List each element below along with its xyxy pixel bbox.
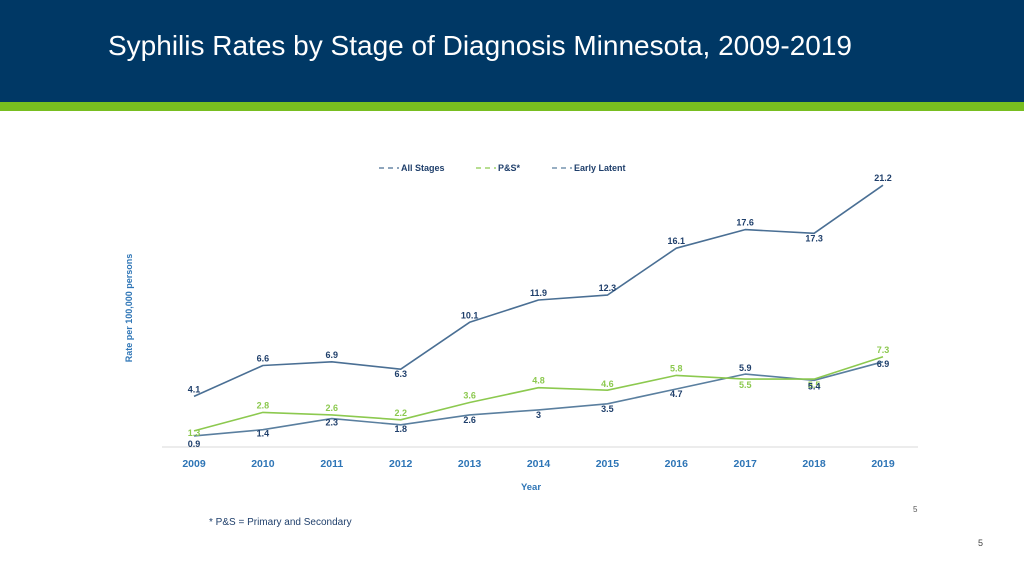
x-tick-label-2019: 2019 [871,458,895,470]
data-label-0-2010: 6.6 [257,353,270,363]
x-tick-label-2013: 2013 [458,458,482,470]
data-label-0-2015: 12.3 [599,283,617,293]
data-label-0-2017: 17.6 [736,218,754,228]
x-tick-label-2015: 2015 [596,458,620,470]
data-label-2-2012: 1.8 [394,424,407,434]
x-axis-title: Year [521,482,541,493]
x-tick-label-2010: 2010 [251,458,275,470]
series-line-0 [193,184,884,398]
data-label-2-2017: 5.9 [739,363,752,373]
source-mark: 5 [913,505,918,514]
legend-label-1: P&S* [498,163,521,173]
page-title: Syphilis Rates by Stage of Diagnosis Min… [108,30,852,61]
x-tick-label-2011: 2011 [320,458,343,470]
footnote: * P&S = Primary and Secondary [209,517,352,528]
data-label-2-2013: 2.6 [463,415,476,425]
x-tick-label-2009: 2009 [182,458,206,470]
data-label-1-2012: 2.2 [394,408,407,418]
x-tick-label-2012: 2012 [389,458,413,470]
data-label-2-2014: 3 [536,410,541,420]
data-label-2-2019: 6.9 [877,359,890,369]
data-label-2-2018: 5.4 [808,381,821,391]
data-label-1-2010: 2.8 [257,400,270,410]
data-label-2-2010: 1.4 [257,429,270,439]
data-label-1-2011: 2.6 [326,403,339,413]
accent-bar [0,102,1024,111]
data-label-0-2012: 6.3 [394,369,407,379]
data-label-2-2016: 4.7 [670,389,683,399]
y-axis-title: Rate per 100,000 persons [124,254,134,363]
x-tick-label-2014: 2014 [527,458,551,470]
data-label-1-2015: 4.6 [601,379,614,389]
data-label-0-2016: 16.1 [668,236,686,246]
x-tick-label-2016: 2016 [665,458,689,470]
data-label-1-2019: 7.3 [877,345,890,355]
data-label-1-2016: 5.8 [670,363,683,373]
series-line-2 [193,361,884,437]
page-number: 5 [978,538,984,548]
header-bar: Syphilis Rates by Stage of Diagnosis Min… [0,0,1024,102]
x-tick-label-2017: 2017 [734,458,758,470]
data-label-0-2014: 11.9 [530,288,547,298]
data-label-0-2019: 21.2 [874,173,892,183]
data-label-1-2009: 1.3 [188,428,201,438]
data-label-0-2018: 17.3 [805,233,823,243]
legend-label-0: All Stages [401,163,445,173]
data-label-0-2013: 10.1 [461,310,479,320]
data-label-2-2015: 3.5 [601,404,614,414]
data-label-1-2018: 5.5 [808,380,821,390]
series-line-1 [193,356,884,432]
x-tick-label-2018: 2018 [802,458,826,470]
data-label-1-2017: 5.5 [739,380,752,390]
data-label-1-2014: 4.8 [532,376,545,386]
legend-label-2: Early Latent [574,163,626,173]
data-label-2-2009: 0.9 [188,439,201,449]
data-label-0-2011: 6.9 [326,350,339,360]
data-label-1-2013: 3.6 [463,391,476,401]
data-label-2-2011: 2.3 [326,418,339,428]
data-label-0-2009: 4.1 [188,384,201,394]
